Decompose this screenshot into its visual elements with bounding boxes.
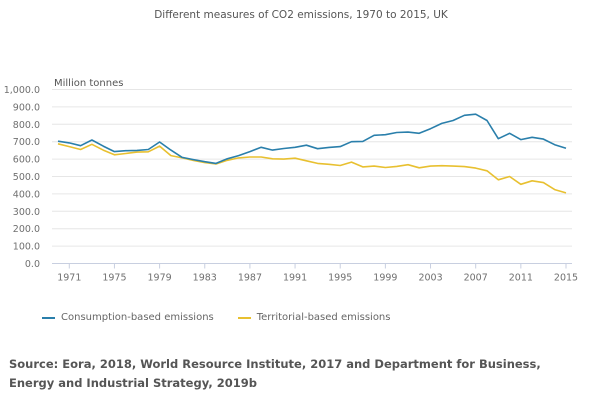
x-tick-label: 1995: [328, 273, 352, 284]
y-tick-label: 100.0: [13, 242, 40, 253]
x-tick-label: 1991: [283, 273, 307, 284]
y-tick-label: 700.0: [13, 137, 40, 148]
y-tick-label: 400.0: [13, 189, 40, 200]
y-axis: 0.0 100.0 200.0 300.0 400.0 500.0 600.0 700.0 80…: [4, 85, 40, 270]
y-tick-label: 500.0: [13, 172, 40, 183]
chart-title: Different measures of CO2 emissions, 197…: [154, 9, 448, 21]
x-tick-label: 2015: [554, 273, 578, 284]
legend-item-territorial[interactable]: Territorial-based emissions: [237, 312, 391, 323]
y-tick-label: 300.0: [13, 207, 40, 218]
legend-swatch-territorial: [237, 316, 251, 319]
x-tick-label: 1999: [373, 273, 397, 284]
y-tick-label: 0.0: [25, 259, 40, 270]
gridlines: [52, 89, 572, 247]
legend: Consumption-based emissions Territorial-…: [42, 312, 390, 323]
series-line-territorial[interactable]: [57, 143, 567, 194]
x-tick-label: 1971: [57, 273, 81, 284]
y-tick-label: 200.0: [13, 224, 40, 235]
legend-swatch-consumption: [42, 316, 55, 319]
x-tick-label: 2003: [418, 273, 442, 284]
y-tick-label: 1,000.0: [4, 85, 40, 96]
legend-label: Territorial-based emissions: [256, 312, 391, 323]
x-tick-label: 1987: [238, 273, 262, 284]
x-tick-label: 1975: [102, 273, 126, 284]
series-line-consumption[interactable]: [57, 113, 567, 165]
series-layer: [57, 113, 567, 194]
line-chart: 0.0 100.0 200.0 300.0 400.0 500.0 600.0 700.0 80…: [4, 78, 578, 284]
y-tick-label: 900.0: [13, 102, 40, 113]
x-tick-label: 2007: [464, 273, 488, 284]
legend-label: Consumption-based emissions: [61, 312, 214, 323]
y-tick-label: 800.0: [13, 120, 40, 131]
source-note: Source: Eora, 2018, World Resource Insti…: [9, 357, 541, 390]
x-tick-label: 1983: [193, 273, 217, 284]
x-axis: 1971 1975 1979 1983 1987 1991 1995 1999 2003 2007…: [52, 263, 578, 284]
legend-item-consumption[interactable]: Consumption-based emissions: [42, 312, 214, 323]
y-axis-unit-label: Million tonnes: [54, 78, 123, 89]
x-tick-label: 1979: [148, 273, 172, 284]
x-tick-label: 2011: [509, 273, 533, 284]
y-tick-label: 600.0: [13, 155, 40, 166]
